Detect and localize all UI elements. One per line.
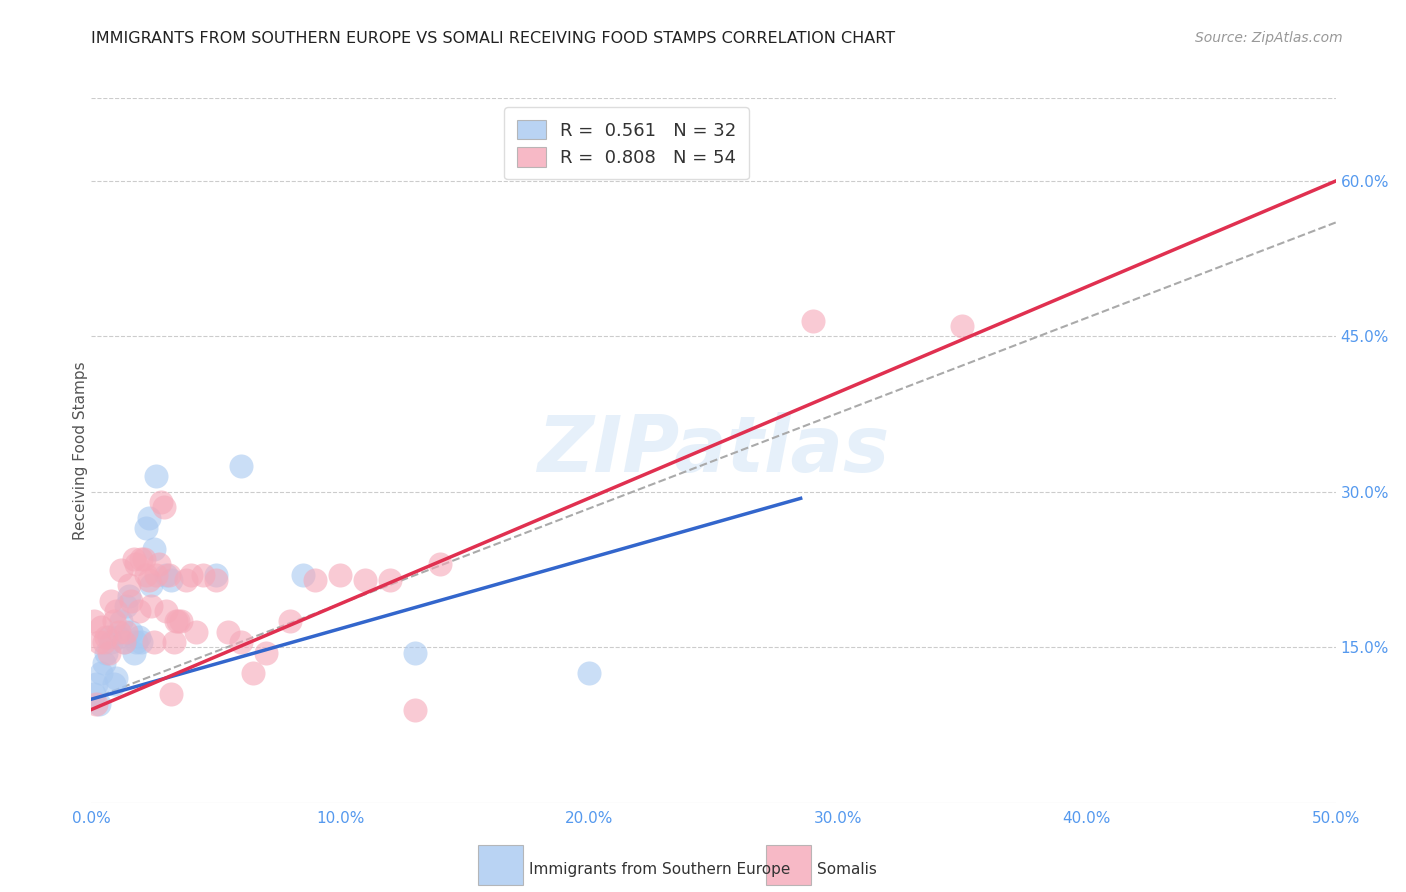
Point — [184, 624, 207, 639]
Point — [112, 635, 135, 649]
Point — [86, 676, 108, 690]
Point — [578, 666, 600, 681]
Text: ZIPatlas: ZIPatlas — [537, 412, 890, 489]
Point — [155, 604, 177, 618]
Point — [105, 604, 128, 618]
Legend: R =  0.561   N = 32, R =  0.808   N = 54: R = 0.561 N = 32, R = 0.808 N = 54 — [503, 107, 749, 179]
Point — [93, 656, 115, 670]
Point — [138, 573, 160, 587]
Point — [107, 630, 129, 644]
Point — [354, 573, 377, 587]
Point — [304, 573, 326, 587]
Point — [120, 593, 142, 607]
Point — [155, 567, 177, 582]
Point — [115, 599, 138, 613]
Point — [291, 567, 314, 582]
Point — [170, 615, 193, 629]
Point — [118, 589, 141, 603]
Point — [135, 521, 157, 535]
Point — [110, 563, 132, 577]
Point — [107, 624, 129, 639]
Point — [128, 604, 150, 618]
Point — [162, 635, 184, 649]
Y-axis label: Receiving Food Stamps: Receiving Food Stamps — [73, 361, 87, 540]
Point — [205, 573, 228, 587]
Point — [129, 552, 152, 566]
Point — [242, 666, 264, 681]
Point — [128, 630, 150, 644]
Point — [83, 687, 105, 701]
Point — [142, 541, 165, 556]
Point — [118, 578, 141, 592]
Point — [122, 646, 145, 660]
Point — [157, 567, 180, 582]
Point — [950, 319, 973, 334]
Point — [801, 314, 824, 328]
Point — [97, 646, 120, 660]
Point — [193, 567, 215, 582]
Point — [280, 615, 302, 629]
Point — [145, 469, 167, 483]
Point — [180, 567, 202, 582]
Point — [112, 635, 135, 649]
Point — [217, 624, 239, 639]
Point — [229, 635, 252, 649]
Text: Somalis: Somalis — [817, 863, 877, 877]
Point — [148, 558, 170, 572]
Point — [378, 573, 401, 587]
Point — [90, 620, 112, 634]
Point — [329, 567, 352, 582]
Point — [103, 615, 125, 629]
Point — [86, 698, 108, 712]
Point — [125, 635, 148, 649]
Point — [96, 646, 118, 660]
Point — [110, 615, 132, 629]
Point — [132, 552, 155, 566]
Point — [96, 630, 118, 644]
Point — [129, 635, 152, 649]
Point — [87, 698, 110, 712]
Point — [97, 630, 120, 644]
Point — [404, 702, 426, 716]
Point — [105, 672, 128, 686]
Point — [160, 573, 183, 587]
Point — [139, 599, 162, 613]
Point — [167, 615, 190, 629]
Point — [429, 558, 451, 572]
Point — [165, 615, 187, 629]
Point — [83, 615, 105, 629]
Point — [100, 593, 122, 607]
Point — [142, 635, 165, 649]
Point — [87, 635, 110, 649]
Text: Source: ZipAtlas.com: Source: ZipAtlas.com — [1195, 31, 1343, 45]
Point — [115, 624, 138, 639]
Point — [100, 635, 122, 649]
Point — [93, 635, 115, 649]
Point — [122, 552, 145, 566]
Point — [90, 666, 112, 681]
Text: Immigrants from Southern Europe: Immigrants from Southern Europe — [529, 863, 790, 877]
Point — [139, 578, 162, 592]
Point — [120, 624, 142, 639]
Point — [125, 558, 148, 572]
Point — [205, 567, 228, 582]
Point — [135, 567, 157, 582]
Point — [138, 511, 160, 525]
Text: IMMIGRANTS FROM SOUTHERN EUROPE VS SOMALI RECEIVING FOOD STAMPS CORRELATION CHAR: IMMIGRANTS FROM SOUTHERN EUROPE VS SOMAL… — [91, 31, 896, 46]
Point — [160, 687, 183, 701]
Point — [152, 500, 174, 515]
Point — [150, 495, 173, 509]
Point — [254, 646, 277, 660]
Point — [103, 676, 125, 690]
Point — [174, 573, 197, 587]
Point — [145, 567, 167, 582]
Point — [404, 646, 426, 660]
Point — [229, 458, 252, 473]
